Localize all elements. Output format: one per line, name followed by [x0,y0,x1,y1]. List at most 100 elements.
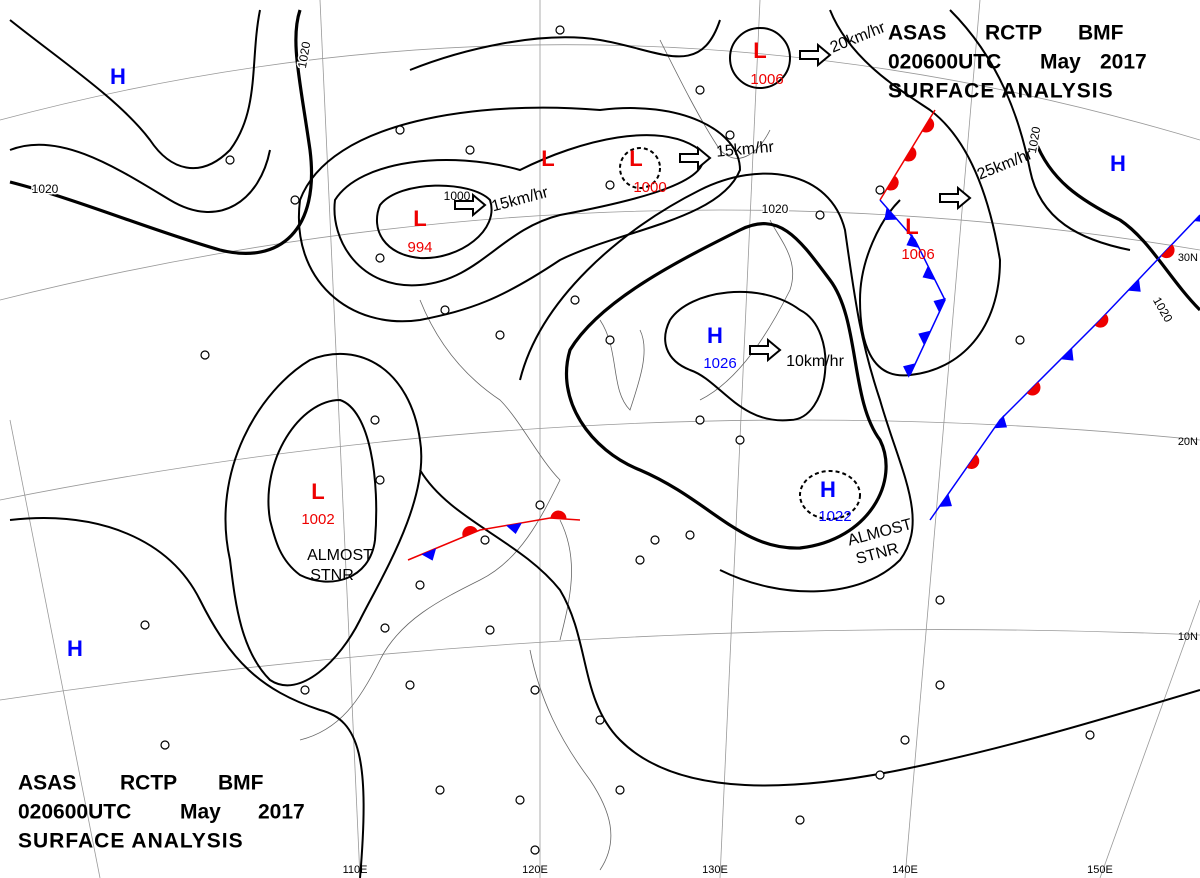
cold-front-symbol [1060,347,1074,361]
header-text: RCTP [985,22,1042,45]
pressure-center-symbol: H [820,477,836,502]
station-plot [160,740,170,750]
isobar-label: 1020 [1025,125,1043,154]
note: ALMOST [307,547,373,564]
motion-arrow [454,192,487,218]
latitude-label: 10N [1178,631,1198,643]
header-text: May [180,801,221,824]
station-plot [530,845,540,855]
station-plot [900,735,910,745]
motion-arrow [939,185,972,211]
station-plot [1085,730,1095,740]
station-plot [695,85,705,95]
latitude-label: 20N [1178,436,1198,448]
motion-arrow [749,337,782,363]
pressure-value: 1006 [750,71,783,88]
cold-front-symbol [1194,209,1200,223]
station-plot [605,180,615,190]
station-plot [595,715,605,725]
station-plot [650,535,660,545]
warm-front-symbol [462,526,478,538]
header-text: BMF [1078,22,1124,45]
station-plot [795,815,805,825]
latitude-label: 30N [1178,252,1198,264]
header-text: 020600UTC [18,801,131,824]
warm-front-symbol [921,117,935,133]
station-plot [495,330,505,340]
station-plot [415,580,425,590]
pressure-value: 1006 [901,246,934,263]
warm-front-symbol [1161,244,1175,259]
isobar-label: 1020 [32,182,59,196]
pressure-center-symbol: L [413,206,426,231]
station-plots [140,25,1095,855]
station-plot [875,770,885,780]
pressure-center-symbol: L [753,38,766,63]
cold-front-symbol [906,233,919,248]
motion-label: 10km/hr [786,353,844,370]
station-plot [515,795,525,805]
longitude-label: 140E [892,864,918,876]
header-text: BMF [218,772,264,795]
header-text: 020600UTC [888,51,1001,74]
cold-front-symbol [903,363,916,378]
station-plot [375,475,385,485]
station-plot [375,253,385,263]
station-plot [225,155,235,165]
longitude-label: 150E [1087,864,1113,876]
station-plot [395,125,405,135]
station-plot [535,500,545,510]
longitude-label: 130E [702,864,728,876]
station-plot [465,145,475,155]
cold-front-symbol [884,207,898,221]
cold-front-symbol [421,548,437,561]
warm-front-symbol [886,175,899,191]
isobar-label: 1020 [762,202,789,216]
pressure-center-symbol: H [67,636,83,661]
cold-front-symbol [918,330,931,346]
station-plot [875,185,885,195]
station-plot [485,625,495,635]
header-text: SURFACE ANALYSIS [18,830,244,853]
warm-front-symbol [1094,313,1109,328]
cold-front-symbol [1127,279,1141,292]
station-plot [435,785,445,795]
header-text: SURFACE ANALYSIS [888,80,1114,103]
station-plot [935,680,945,690]
header-text: ASAS [18,772,76,795]
cold-front-symbol [922,265,936,281]
station-plot [530,685,540,695]
station-plot [480,535,490,545]
isobar-label: 1020 [295,40,313,69]
station-plot [735,435,745,445]
warm-front-symbol [550,510,567,520]
warm-front-symbol [1026,381,1041,396]
pressure-center-symbol: L [541,146,554,171]
cold-front-symbol [994,415,1008,429]
station-plot [555,25,565,35]
station-plot [380,623,390,633]
pressure-center-symbol: L [629,146,642,171]
pressure-center-symbol: H [1110,151,1126,176]
station-plot [695,415,705,425]
pressure-value: 1026 [703,355,736,372]
header-text: ASAS [888,22,946,45]
longitude-label: 120E [522,864,548,876]
pressure-center-symbol: H [110,64,126,89]
pressure-value: 1002 [301,511,334,528]
pressure-value: 1022 [818,508,851,525]
header-text: 2017 [258,801,305,824]
station-plot [300,685,310,695]
note: STNR [310,567,354,584]
station-plot [605,335,615,345]
pressure-value: 1000 [633,179,666,196]
pressure-center-symbol: L [905,214,918,239]
longitude-label: 110E [343,864,368,876]
header-text: 2017 [1100,51,1147,74]
cold-front-symbol [506,522,522,535]
pressure-center-symbol: H [707,323,723,348]
station-plot [1015,335,1025,345]
